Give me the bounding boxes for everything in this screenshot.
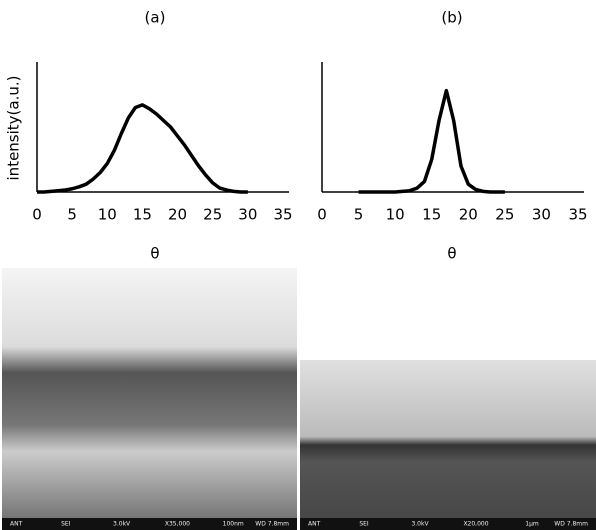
x-tick-label: 35 bbox=[568, 206, 587, 224]
x-tick-label: 30 bbox=[238, 206, 257, 224]
x-tick-label: 15 bbox=[422, 206, 441, 224]
image-footer-text: 3.0kV bbox=[411, 521, 429, 528]
sem-image-a bbox=[2, 268, 297, 530]
image-footer bbox=[300, 518, 596, 530]
x-tick-label: 20 bbox=[168, 206, 187, 224]
x-tick-label: 35 bbox=[273, 206, 292, 224]
y-axis-label: intensity(a.u.) bbox=[5, 76, 23, 181]
x-tick-label: 30 bbox=[532, 206, 551, 224]
x-axis-label: θ bbox=[447, 245, 456, 263]
image-footer-text: X20,000 bbox=[463, 521, 488, 528]
image-footer-text: ANT bbox=[308, 521, 321, 528]
x-tick-label: 10 bbox=[98, 206, 117, 224]
chart-title: (b) bbox=[441, 9, 462, 27]
image-footer-text: 3.0kV bbox=[113, 521, 131, 528]
image-footer bbox=[2, 518, 297, 530]
image-footer-text: SEI bbox=[61, 521, 71, 528]
data-line bbox=[358, 88, 505, 194]
image-footer-text: X35,000 bbox=[165, 521, 190, 528]
x-tick-label: 0 bbox=[317, 206, 327, 224]
image-footer-text: 100nm bbox=[223, 521, 244, 528]
image-footer-text: SEI bbox=[359, 521, 369, 528]
image-footer-text: WD 7.8mm bbox=[554, 521, 588, 528]
x-tick-label: 15 bbox=[133, 206, 152, 224]
chart-title: (a) bbox=[145, 9, 166, 27]
x-tick-label: 0 bbox=[32, 206, 42, 224]
x-tick-label: 25 bbox=[203, 206, 222, 224]
x-tick-label: 5 bbox=[354, 206, 364, 224]
data-line bbox=[37, 103, 248, 194]
image-footer-text: ANT bbox=[10, 521, 23, 528]
x-tick-label: 25 bbox=[495, 206, 514, 224]
sem-image-b bbox=[300, 360, 596, 530]
image-footer-text: WD 7.8mm bbox=[255, 521, 289, 528]
x-tick-label: 10 bbox=[386, 206, 405, 224]
image-footer-text: 1μm bbox=[525, 521, 539, 528]
x-tick-label: 20 bbox=[459, 206, 478, 224]
x-axis-label: θ bbox=[150, 245, 159, 263]
x-tick-label: 5 bbox=[67, 206, 77, 224]
